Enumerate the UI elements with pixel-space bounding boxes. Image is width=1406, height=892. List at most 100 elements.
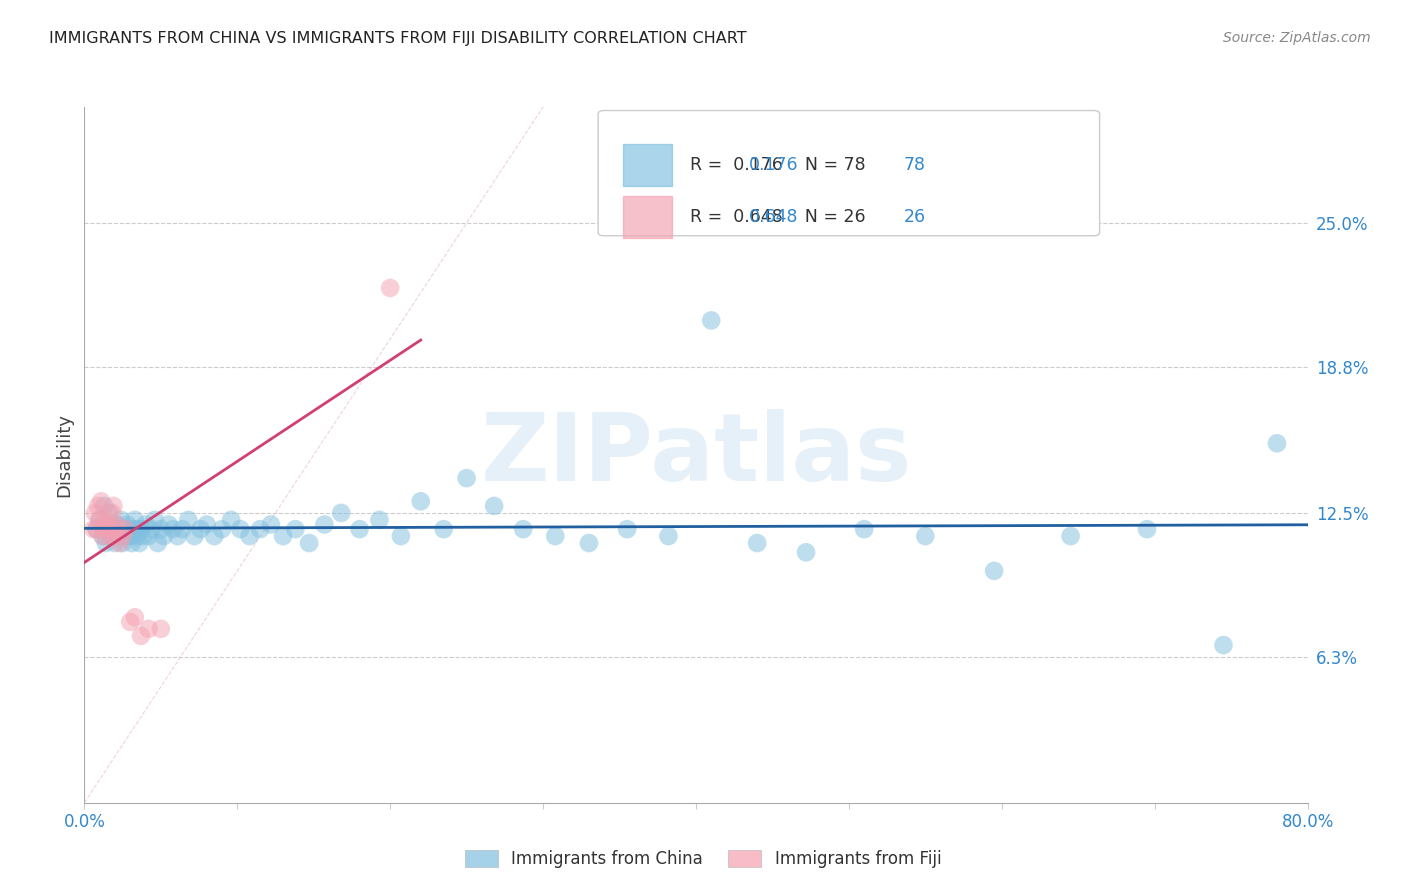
Point: [87, 499, 110, 513]
Point: [249, 522, 271, 536]
Point: [747, 536, 769, 550]
Point: [143, 513, 166, 527]
Point: [389, 529, 412, 543]
Point: [129, 522, 152, 536]
Point: [125, 529, 148, 543]
Point: [1265, 436, 1288, 450]
Point: [93, 499, 115, 513]
Point: [131, 529, 153, 543]
Point: [512, 522, 534, 536]
Text: R =  0.176    N = 78: R = 0.176 N = 78: [690, 156, 866, 174]
Point: [349, 522, 371, 536]
Point: [105, 517, 128, 532]
Point: [93, 522, 115, 536]
Point: [111, 529, 134, 543]
Point: [153, 529, 176, 543]
Point: [914, 529, 936, 543]
Point: [101, 506, 124, 520]
Point: [86, 522, 108, 536]
Point: [129, 629, 152, 643]
Point: [103, 499, 125, 513]
Point: [86, 522, 108, 536]
Point: [104, 536, 127, 550]
Point: [138, 622, 160, 636]
FancyBboxPatch shape: [598, 111, 1099, 235]
Point: [138, 529, 160, 543]
Point: [105, 517, 128, 532]
Point: [112, 522, 135, 536]
Point: [84, 506, 107, 520]
Point: [122, 522, 145, 536]
Point: [456, 471, 478, 485]
Point: [114, 522, 136, 536]
Point: [127, 522, 149, 536]
Text: 0.648: 0.648: [748, 208, 799, 226]
Point: [195, 517, 218, 532]
Point: [111, 536, 134, 550]
Text: R =  0.648    N = 26: R = 0.648 N = 26: [690, 208, 866, 226]
Point: [141, 522, 163, 536]
Legend: Immigrants from China, Immigrants from Fiji: Immigrants from China, Immigrants from F…: [458, 843, 948, 875]
Point: [700, 313, 723, 327]
Point: [110, 513, 132, 527]
Point: [96, 517, 118, 532]
Point: [190, 522, 212, 536]
Point: [104, 529, 127, 543]
Point: [260, 517, 283, 532]
Point: [983, 564, 1005, 578]
Point: [794, 545, 817, 559]
Text: 78: 78: [904, 156, 927, 174]
Point: [380, 281, 402, 295]
Point: [98, 517, 121, 532]
Text: IMMIGRANTS FROM CHINA VS IMMIGRANTS FROM FIJI DISABILITY CORRELATION CHART: IMMIGRANTS FROM CHINA VS IMMIGRANTS FROM…: [49, 31, 747, 46]
Point: [94, 536, 117, 550]
Point: [211, 522, 233, 536]
Point: [135, 517, 157, 532]
Point: [107, 522, 129, 536]
Point: [657, 529, 679, 543]
Point: [183, 529, 205, 543]
Point: [97, 506, 120, 520]
Point: [284, 522, 307, 536]
Point: [90, 494, 112, 508]
Point: [157, 517, 180, 532]
Point: [115, 517, 138, 532]
Point: [103, 522, 125, 536]
Y-axis label: Disability: Disability: [55, 413, 73, 497]
Point: [114, 529, 136, 543]
Point: [166, 529, 188, 543]
Point: [97, 529, 120, 543]
Point: [482, 499, 505, 513]
Point: [118, 522, 141, 536]
Point: [544, 529, 567, 543]
Point: [616, 522, 638, 536]
Point: [314, 517, 336, 532]
Point: [1136, 522, 1159, 536]
Point: [124, 513, 146, 527]
Point: [330, 506, 353, 520]
Text: ZIPatlas: ZIPatlas: [481, 409, 911, 501]
Point: [298, 536, 321, 550]
Point: [149, 622, 172, 636]
Point: [108, 529, 131, 543]
Point: [94, 513, 117, 527]
Point: [108, 536, 131, 550]
Point: [409, 494, 432, 508]
Point: [853, 522, 876, 536]
Point: [91, 529, 114, 543]
FancyBboxPatch shape: [623, 144, 672, 186]
Point: [149, 522, 172, 536]
Point: [177, 513, 200, 527]
Point: [91, 529, 114, 543]
Point: [368, 513, 391, 527]
Point: [89, 513, 111, 527]
Point: [89, 513, 111, 527]
Point: [238, 529, 260, 543]
Point: [83, 522, 105, 536]
Point: [229, 522, 252, 536]
Text: 0.176: 0.176: [748, 156, 799, 174]
Point: [96, 522, 118, 536]
Point: [271, 529, 294, 543]
Point: [98, 522, 121, 536]
Point: [120, 615, 142, 629]
